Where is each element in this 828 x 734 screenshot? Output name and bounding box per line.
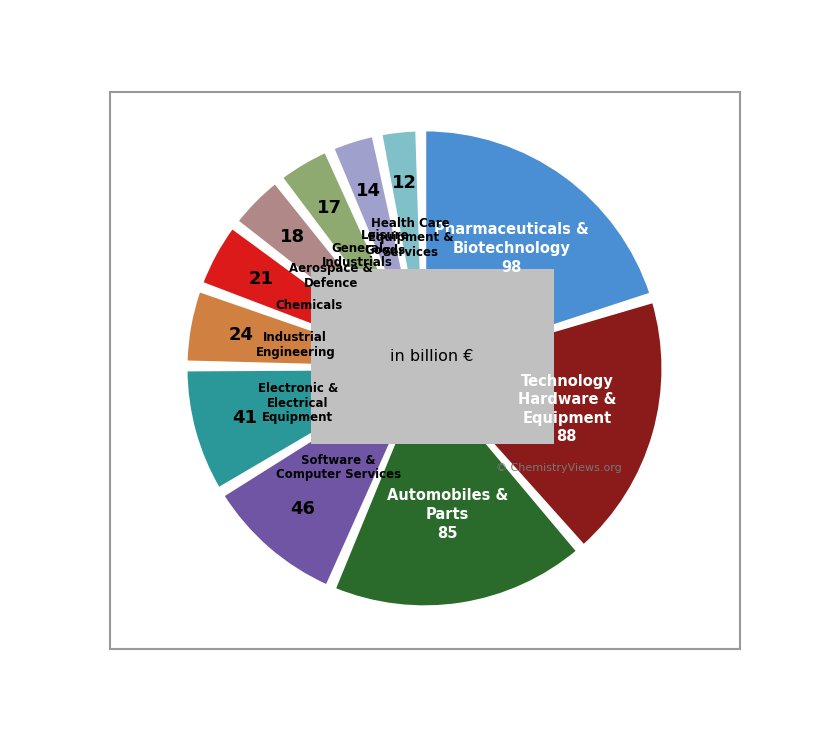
Text: General
Industrials: General Industrials <box>321 241 392 269</box>
Wedge shape <box>185 291 424 368</box>
Wedge shape <box>332 135 424 368</box>
Wedge shape <box>236 182 424 368</box>
Text: 17: 17 <box>316 199 341 217</box>
Text: in billion €: in billion € <box>390 349 474 364</box>
Text: Electronic &
Electrical
Equipment: Electronic & Electrical Equipment <box>258 382 338 424</box>
Text: 24: 24 <box>229 326 253 344</box>
FancyBboxPatch shape <box>109 92 739 650</box>
Wedge shape <box>380 130 424 368</box>
Wedge shape <box>424 130 651 368</box>
Wedge shape <box>334 368 577 607</box>
Text: Health Care
Equipment &
Services: Health Care Equipment & Services <box>367 217 453 259</box>
Text: Pharmaceuticals &
Biotechnology
98: Pharmaceuticals & Biotechnology 98 <box>433 222 588 275</box>
Wedge shape <box>185 368 424 489</box>
Text: Aerospace &
Defence: Aerospace & Defence <box>289 262 373 290</box>
Text: Leisure
Goods: Leisure Goods <box>360 230 409 257</box>
Wedge shape <box>424 301 662 546</box>
Text: 14: 14 <box>355 182 380 200</box>
Text: Technology
Hardware &
Equipment
88: Technology Hardware & Equipment 88 <box>517 374 615 444</box>
Wedge shape <box>281 151 424 368</box>
Text: Chemicals: Chemicals <box>275 299 343 312</box>
Text: 46: 46 <box>290 500 315 518</box>
Text: 21: 21 <box>248 270 273 288</box>
Wedge shape <box>222 368 424 586</box>
Text: 41: 41 <box>232 409 258 426</box>
Text: © ChemistryViews.org: © ChemistryViews.org <box>496 463 621 473</box>
Text: Software &
Computer Services: Software & Computer Services <box>276 454 401 482</box>
Wedge shape <box>201 227 424 368</box>
Text: Industrial
Engineering: Industrial Engineering <box>255 331 335 359</box>
Text: 12: 12 <box>392 174 416 192</box>
Text: Automobiles &
Parts
85: Automobiles & Parts 85 <box>386 489 508 541</box>
Text: 18: 18 <box>279 228 304 247</box>
